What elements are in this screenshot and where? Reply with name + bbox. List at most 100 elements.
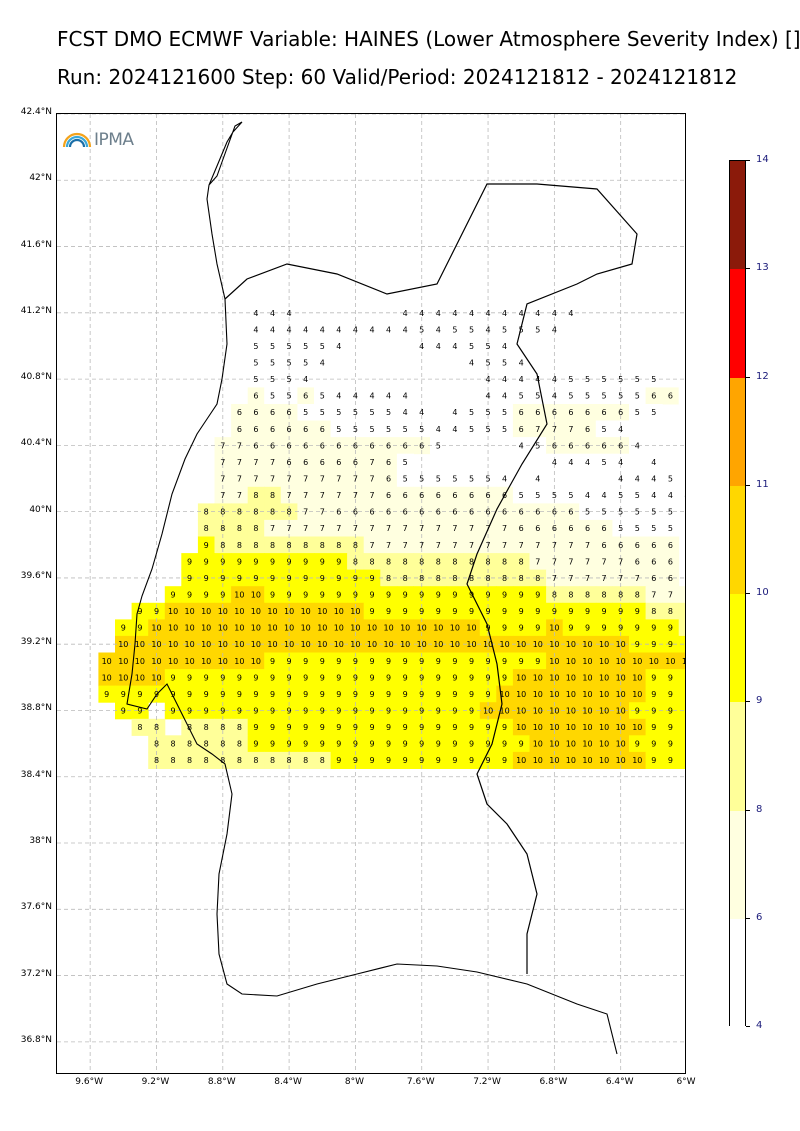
heatmap-value-label: 10 — [616, 673, 626, 682]
heatmap-value-label: 10 — [533, 690, 543, 699]
heatmap-value-label: 4 — [419, 309, 424, 318]
lon-tick-label: 6°W — [676, 1077, 696, 1087]
heatmap-value-label: 9 — [436, 707, 441, 716]
heatmap-cell — [181, 602, 199, 620]
heatmap-value-label: 10 — [566, 690, 576, 699]
heatmap-value-label: 9 — [270, 740, 275, 749]
heatmap-value-label: 10 — [566, 756, 576, 765]
heatmap-value-label: 10 — [533, 723, 543, 732]
heatmap-value-label: 4 — [270, 325, 275, 334]
heatmap-cell — [529, 635, 547, 653]
heatmap-value-label: 6 — [585, 408, 590, 417]
heatmap-cell — [231, 519, 249, 537]
heatmap-cell — [662, 503, 680, 521]
heatmap-value-label: 9 — [403, 607, 408, 616]
heatmap-cell — [181, 685, 199, 703]
heatmap-cell — [231, 470, 249, 488]
heatmap-value-label: 9 — [602, 624, 607, 633]
heatmap-value-label: 4 — [452, 408, 457, 417]
heatmap-value-label: 4 — [502, 392, 507, 401]
heatmap-cell — [214, 735, 232, 753]
heatmap-value-label: 9 — [419, 707, 424, 716]
heatmap-value-label: 10 — [433, 624, 443, 633]
heatmap-cell — [264, 337, 282, 355]
colorbar-tick — [746, 593, 750, 594]
heatmap-cell — [115, 669, 133, 687]
heatmap-value-label: 4 — [320, 359, 325, 368]
heatmap-value-label: 10 — [599, 673, 609, 682]
heatmap-value-label: 6 — [618, 408, 623, 417]
heatmap-value-label: 9 — [287, 673, 292, 682]
heatmap-cell — [512, 735, 530, 753]
heatmap-value-label: 8 — [270, 491, 275, 500]
heatmap-cell — [380, 486, 398, 504]
heatmap-value-label: 8 — [303, 756, 308, 765]
heatmap-cell — [214, 718, 232, 736]
heatmap-value-label: 10 — [317, 624, 327, 633]
heatmap-value-label: 6 — [419, 491, 424, 500]
heatmap-cell — [297, 470, 315, 488]
heatmap-value-label: 9 — [519, 591, 524, 600]
heatmap-cell — [181, 569, 199, 587]
heatmap-value-label: 5 — [651, 524, 656, 533]
heatmap-value-label: 8 — [403, 574, 408, 583]
heatmap-value-label: 5 — [369, 425, 374, 434]
heatmap-value-label: 4 — [486, 309, 491, 318]
heatmap-value-label: 10 — [549, 624, 559, 633]
heatmap-value-label: 7 — [237, 475, 242, 484]
heatmap-cell — [629, 536, 647, 554]
colorbar-label: 4 — [756, 1020, 763, 1031]
heatmap-value-label: 7 — [336, 491, 341, 500]
heatmap-value-label: 5 — [336, 408, 341, 417]
heatmap-cell — [347, 735, 365, 753]
lat-tick-label: 42°N — [29, 173, 52, 184]
heatmap-cell — [579, 669, 597, 687]
heatmap-cell — [396, 751, 414, 769]
heatmap-cell — [330, 602, 348, 620]
heatmap-value-label: 4 — [602, 491, 607, 500]
heatmap-cell — [678, 735, 685, 753]
heatmap-cell — [363, 602, 381, 620]
heatmap-value-label: 10 — [151, 657, 161, 666]
heatmap-cell — [264, 735, 282, 753]
heatmap-value-label: 10 — [549, 723, 559, 732]
heatmap-cell — [463, 602, 481, 620]
heatmap-value-label: 9 — [353, 591, 358, 600]
heatmap-cell — [280, 321, 298, 339]
heatmap-cell — [629, 619, 647, 637]
heatmap-value-label: 7 — [502, 524, 507, 533]
heatmap-value-label: 6 — [237, 425, 242, 434]
heatmap-cell — [197, 619, 215, 637]
heatmap-cell — [612, 553, 630, 571]
heatmap-cell — [214, 586, 232, 604]
heatmap-cell — [595, 536, 613, 554]
heatmap-value-label: 7 — [436, 541, 441, 550]
heatmap-cell — [662, 735, 680, 753]
heatmap-cell — [264, 702, 282, 720]
heatmap-value-label: 10 — [284, 624, 294, 633]
heatmap-value-label: 10 — [582, 756, 592, 765]
heatmap-cell — [496, 669, 514, 687]
heatmap-cell — [662, 569, 680, 587]
heatmap-value-label: 9 — [684, 640, 686, 649]
heatmap-value-label: 7 — [386, 524, 391, 533]
heatmap-value-label: 9 — [320, 723, 325, 732]
heatmap-value-label: 4 — [502, 342, 507, 351]
heatmap-cell — [479, 586, 497, 604]
heatmap-value-label: 6 — [386, 441, 391, 450]
heatmap-value-label: 7 — [270, 475, 275, 484]
heatmap-value-label: 5 — [585, 375, 590, 384]
heatmap-cell — [629, 370, 647, 388]
heatmap-value-label: 6 — [336, 458, 341, 467]
heatmap-cell — [612, 453, 630, 471]
heatmap-cell — [264, 370, 282, 388]
heatmap-value-label: 7 — [220, 458, 225, 467]
heatmap-value-label: 10 — [516, 690, 526, 699]
lat-tick-label: 41.2°N — [20, 305, 52, 316]
heatmap-cell — [264, 619, 282, 637]
heatmap-value-label: 5 — [585, 508, 590, 517]
heatmap-value-label: 7 — [684, 591, 686, 600]
heatmap-value-label: 9 — [436, 690, 441, 699]
heatmap-value-label: 10 — [218, 607, 228, 616]
heatmap-value-label: 9 — [369, 740, 374, 749]
